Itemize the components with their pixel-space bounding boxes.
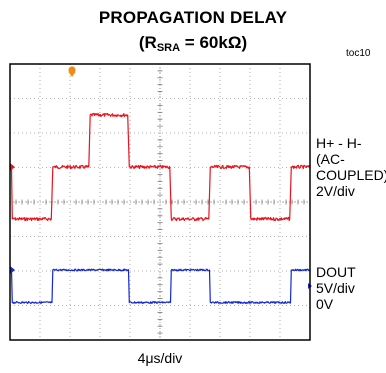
trace1-label-line3: COUPLED)	[316, 167, 386, 183]
x-axis-scale-label: 4μs/div	[137, 350, 183, 366]
scope-grid	[10, 64, 310, 340]
plot-frame	[9, 63, 311, 341]
trace1-scale-label: 2V/div	[316, 183, 355, 199]
ch1-level-marker	[10, 163, 15, 171]
trace-1	[10, 112, 311, 222]
trigger-marker	[68, 66, 76, 74]
trace2-name-label: DOUT	[316, 264, 356, 280]
trace-2	[9, 268, 311, 304]
figure-id: toc10	[346, 48, 371, 59]
trace1-label-line2: (AC-	[316, 151, 345, 167]
chart-subtitle: (RSRA = 60kΩ)	[0, 33, 386, 54]
trigger-arrow	[68, 72, 76, 77]
trace2-scale-label: 5V/div	[316, 280, 355, 296]
subtitle-subscript: SRA	[156, 42, 181, 54]
subtitle-suffix: = 60kΩ)	[180, 33, 248, 52]
subtitle-prefix: (R	[138, 33, 157, 52]
trace1-label-line1: H+ - H-	[316, 135, 362, 151]
scope-markers	[10, 66, 312, 289]
chart-title: PROPAGATION DELAY	[98, 8, 288, 27]
scope-traces	[9, 112, 311, 304]
trace2-ref-label: 0V	[316, 296, 334, 312]
ch2-level-marker	[10, 266, 15, 274]
